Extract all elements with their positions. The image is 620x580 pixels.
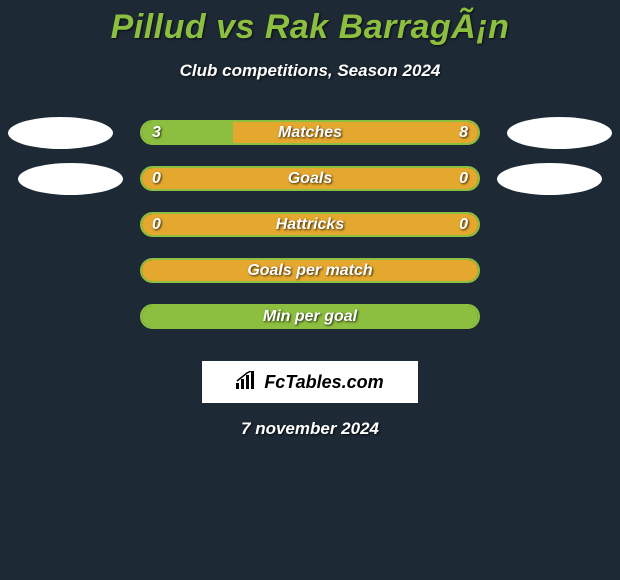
stat-label: Goals per match: [142, 260, 478, 281]
stat-bar-hattricks: 0 Hattricks 0: [140, 212, 480, 237]
stat-row-mpg: Min per goal: [0, 301, 620, 347]
stat-label: Matches: [142, 122, 478, 143]
stat-label: Min per goal: [142, 306, 478, 327]
card-subtitle: Club competitions, Season 2024: [0, 61, 620, 81]
stat-row-matches: 3 Matches 8: [0, 117, 620, 163]
stat-right-value: 0: [459, 168, 468, 189]
player-left-icon: [8, 117, 113, 149]
stat-label: Hattricks: [142, 214, 478, 235]
stat-label: Goals: [142, 168, 478, 189]
card-title: Pillud vs Rak BarragÃ¡n: [0, 8, 620, 47]
stat-row-gpm: Goals per match: [0, 255, 620, 301]
card-date: 7 november 2024: [0, 419, 620, 439]
branding-banner: FcTables.com: [202, 361, 418, 403]
stat-right-value: 8: [459, 122, 468, 143]
stat-bar-matches: 3 Matches 8: [140, 120, 480, 145]
stat-row-goals: 0 Goals 0: [0, 163, 620, 209]
stat-bar-mpg: Min per goal: [140, 304, 480, 329]
stat-bar-gpm: Goals per match: [140, 258, 480, 283]
stat-bar-goals: 0 Goals 0: [140, 166, 480, 191]
player-right-icon: [507, 117, 612, 149]
player-right-icon: [497, 163, 602, 195]
player-left-icon: [18, 163, 123, 195]
chart-icon: [236, 371, 258, 394]
stat-rows: 3 Matches 8 0 Goals 0 0 Hattricks: [0, 117, 620, 347]
comparison-card: Pillud vs Rak BarragÃ¡n Club competition…: [0, 0, 620, 439]
stat-row-hattricks: 0 Hattricks 0: [0, 209, 620, 255]
stat-right-value: 0: [459, 214, 468, 235]
branding-text: FcTables.com: [264, 372, 383, 393]
